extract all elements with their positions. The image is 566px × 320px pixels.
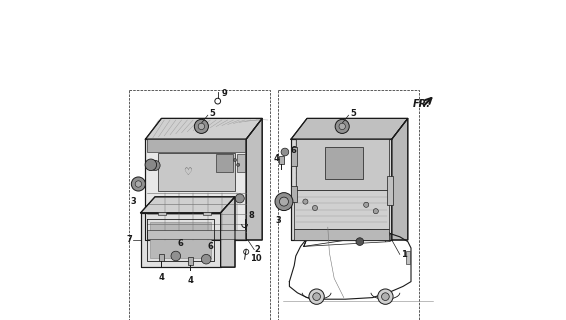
- Circle shape: [313, 293, 320, 300]
- Text: 4: 4: [187, 276, 193, 285]
- Polygon shape: [291, 118, 408, 139]
- Circle shape: [309, 289, 324, 304]
- Polygon shape: [392, 118, 408, 240]
- Bar: [294, 190, 389, 229]
- Bar: [216, 154, 233, 172]
- Bar: [279, 156, 284, 164]
- Bar: [387, 176, 393, 205]
- Polygon shape: [150, 222, 211, 258]
- Circle shape: [150, 160, 160, 171]
- Circle shape: [201, 254, 211, 264]
- Polygon shape: [145, 139, 246, 240]
- Polygon shape: [145, 118, 262, 139]
- Circle shape: [280, 197, 289, 206]
- Text: 10: 10: [250, 254, 261, 263]
- Text: 5: 5: [209, 109, 215, 118]
- Circle shape: [131, 177, 145, 191]
- Circle shape: [235, 194, 245, 203]
- Text: 6: 6: [177, 239, 183, 248]
- Text: 7: 7: [126, 236, 132, 244]
- Text: 5: 5: [350, 109, 356, 118]
- Circle shape: [381, 293, 389, 300]
- Text: 9: 9: [221, 89, 228, 98]
- Circle shape: [303, 199, 308, 204]
- Bar: [294, 229, 389, 240]
- Text: 3: 3: [275, 216, 281, 225]
- Bar: [296, 139, 389, 190]
- Bar: [291, 186, 297, 202]
- Circle shape: [378, 289, 393, 304]
- Bar: [188, 257, 193, 265]
- Bar: [291, 147, 297, 166]
- Circle shape: [135, 181, 142, 187]
- Bar: [324, 147, 363, 179]
- Bar: [203, 212, 211, 215]
- Polygon shape: [221, 197, 235, 267]
- Bar: [147, 230, 245, 239]
- Circle shape: [145, 159, 157, 171]
- Text: ♡: ♡: [183, 167, 191, 177]
- Circle shape: [363, 202, 369, 207]
- Text: 3: 3: [131, 197, 136, 206]
- Polygon shape: [246, 118, 262, 240]
- Bar: [130, 90, 270, 320]
- Text: FR.: FR.: [413, 99, 431, 109]
- Text: 6: 6: [291, 146, 297, 155]
- Bar: [158, 153, 235, 191]
- Circle shape: [194, 119, 208, 133]
- Circle shape: [237, 163, 240, 166]
- Circle shape: [275, 193, 293, 211]
- Circle shape: [356, 238, 363, 245]
- Polygon shape: [140, 197, 235, 213]
- Text: 2: 2: [255, 245, 261, 254]
- Polygon shape: [140, 213, 221, 267]
- Circle shape: [373, 209, 378, 214]
- Circle shape: [281, 148, 289, 156]
- Circle shape: [339, 123, 345, 130]
- Text: 8: 8: [248, 212, 254, 220]
- Circle shape: [312, 205, 318, 211]
- Bar: [159, 254, 164, 261]
- Polygon shape: [291, 139, 392, 240]
- Circle shape: [171, 251, 181, 261]
- Bar: [147, 139, 245, 152]
- Bar: [406, 251, 410, 264]
- Text: 4: 4: [158, 273, 164, 282]
- Circle shape: [335, 119, 349, 133]
- Circle shape: [233, 158, 237, 162]
- Text: 4: 4: [274, 154, 280, 163]
- Bar: [158, 212, 166, 215]
- Text: 1: 1: [401, 250, 406, 259]
- Text: 6: 6: [208, 242, 214, 251]
- Bar: [278, 90, 419, 320]
- Bar: [237, 154, 245, 172]
- Circle shape: [198, 123, 204, 130]
